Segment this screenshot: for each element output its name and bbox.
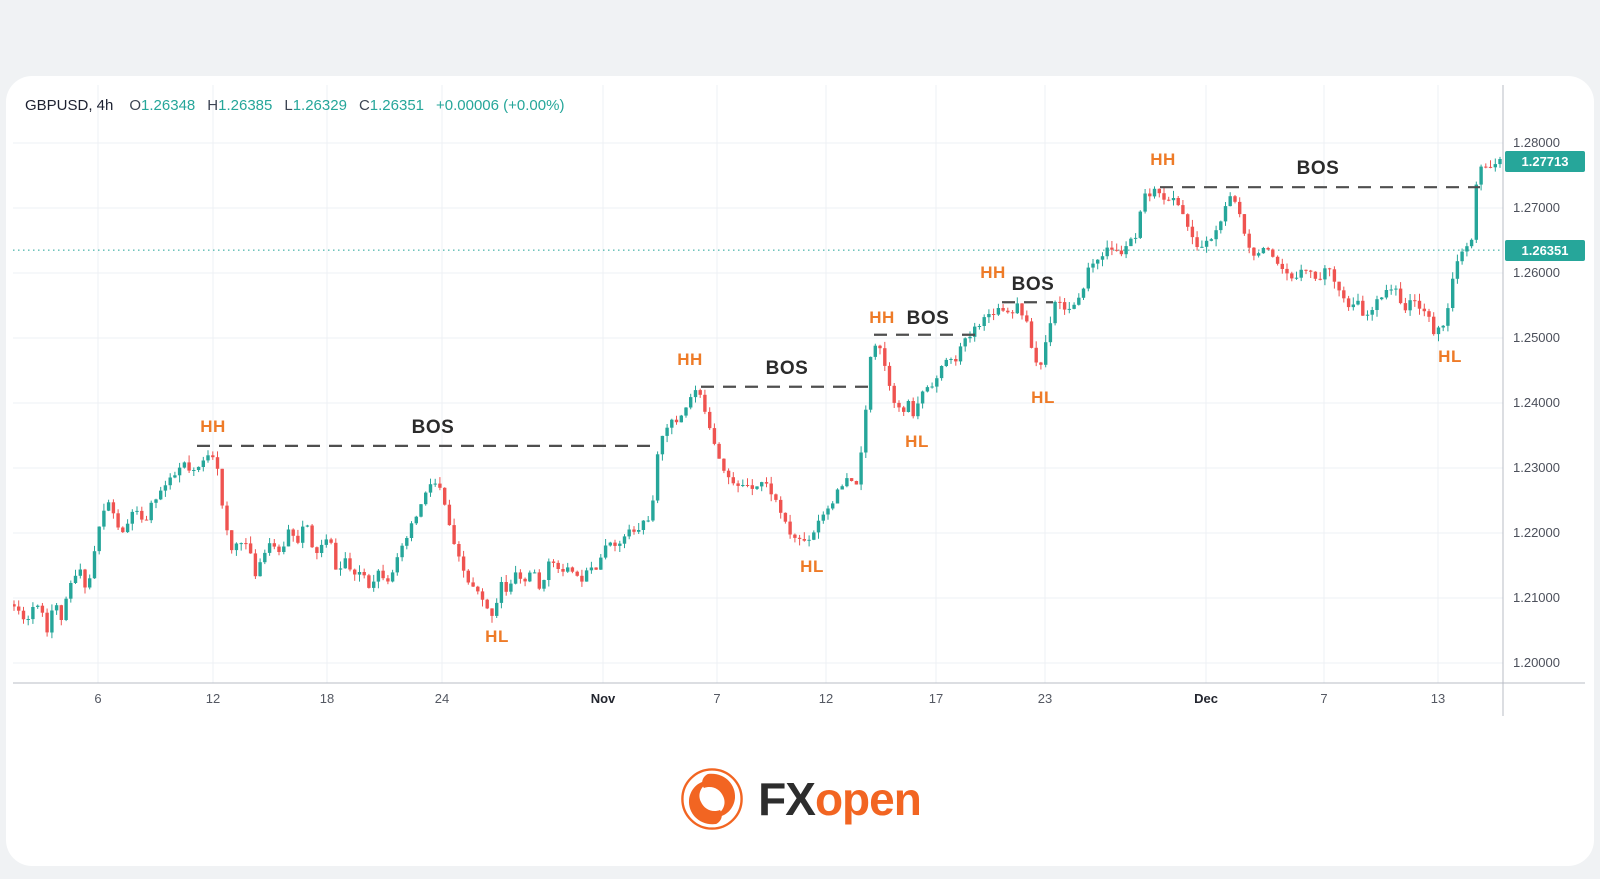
swing-label-hl-8: HL — [1031, 388, 1055, 407]
price-tick: 1.27000 — [1513, 200, 1560, 215]
symbol-title[interactable]: GBPUSD, 4h — [25, 97, 114, 114]
ohlc-close: C1.26351 — [358, 97, 425, 114]
swing-label-hl-2: HL — [485, 627, 509, 646]
ohlc-open: O1.26348 — [129, 97, 196, 114]
time-tick: 24 — [434, 691, 450, 706]
time-tick: 18 — [319, 691, 335, 706]
ohlc-low: L1.26329 — [284, 97, 347, 114]
high-price-badge: 1.27713 — [1505, 151, 1585, 173]
swing-label-hh-9: HH — [1150, 150, 1176, 169]
time-tick: 13 — [1430, 691, 1446, 706]
change-value: +0.00006 (+0.00%) — [436, 97, 565, 114]
time-tick: 23 — [1037, 691, 1053, 706]
fxopen-logo: FXopen — [0, 766, 1600, 832]
swing-label-hl-4: HL — [800, 557, 824, 576]
price-tick: 1.20000 — [1513, 655, 1560, 670]
bos-label-4: BOS — [1011, 274, 1055, 295]
fxopen-emblem-icon — [681, 768, 743, 830]
current-price-badge: 1.26351 — [1505, 239, 1585, 261]
time-tick: 7 — [1320, 691, 1328, 706]
price-tick: 1.26000 — [1513, 265, 1560, 280]
price-tick: 1.22000 — [1513, 525, 1560, 540]
time-tick: 17 — [928, 691, 944, 706]
time-tick: 12 — [205, 691, 221, 706]
price-tick: 1.28000 — [1513, 135, 1560, 150]
time-tick: 7 — [713, 691, 721, 706]
swing-label-hh-1: HH — [200, 417, 226, 436]
bos-label-3: BOS — [906, 308, 950, 329]
swing-label-hl-10: HL — [1438, 347, 1462, 366]
bos-label-5: BOS — [1296, 158, 1340, 179]
time-tick-month: Nov — [590, 691, 616, 706]
ohlc-high: H1.26385 — [207, 97, 273, 114]
price-tick: 1.23000 — [1513, 460, 1560, 475]
bos-label-1: BOS — [411, 417, 455, 438]
chart-pane[interactable] — [13, 85, 1503, 683]
price-tick: 1.24000 — [1513, 395, 1560, 410]
bos-label-2: BOS — [765, 358, 809, 379]
swing-label-hh-5: HH — [869, 308, 895, 327]
time-tick: 12 — [818, 691, 834, 706]
price-tick: 1.21000 — [1513, 590, 1560, 605]
price-tick: 1.25000 — [1513, 330, 1560, 345]
symbol-legend: GBPUSD, 4h O1.26348 H1.26385 L1.26329 C1.263… — [25, 97, 564, 114]
fxopen-wordmark: FXopen — [758, 773, 922, 825]
swing-label-hl-6: HL — [905, 432, 929, 451]
time-tick: 6 — [94, 691, 102, 706]
swing-label-hh-7: HH — [980, 263, 1006, 282]
swing-label-hh-3: HH — [677, 350, 703, 369]
time-tick-month: Dec — [1194, 691, 1218, 706]
